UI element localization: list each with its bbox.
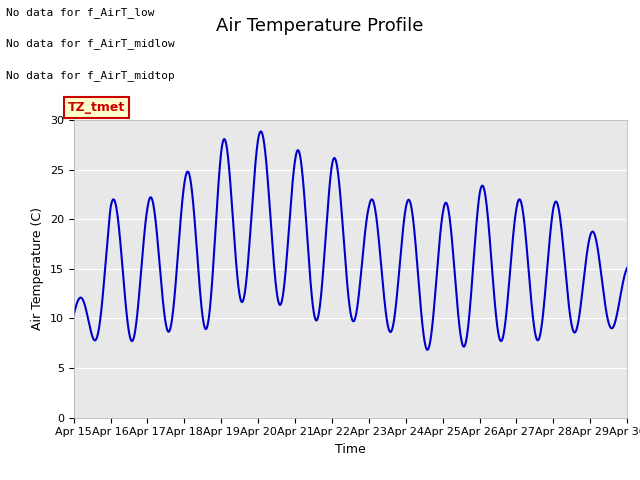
X-axis label: Time: Time [335, 443, 366, 456]
Text: No data for f_AirT_midtop: No data for f_AirT_midtop [6, 70, 175, 81]
Text: No data for f_AirT_low: No data for f_AirT_low [6, 7, 155, 18]
Text: Air Temperature Profile: Air Temperature Profile [216, 17, 424, 35]
Text: No data for f_AirT_midlow: No data for f_AirT_midlow [6, 38, 175, 49]
Text: TZ_tmet: TZ_tmet [68, 101, 125, 114]
Y-axis label: Air Temperature (C): Air Temperature (C) [31, 207, 44, 330]
